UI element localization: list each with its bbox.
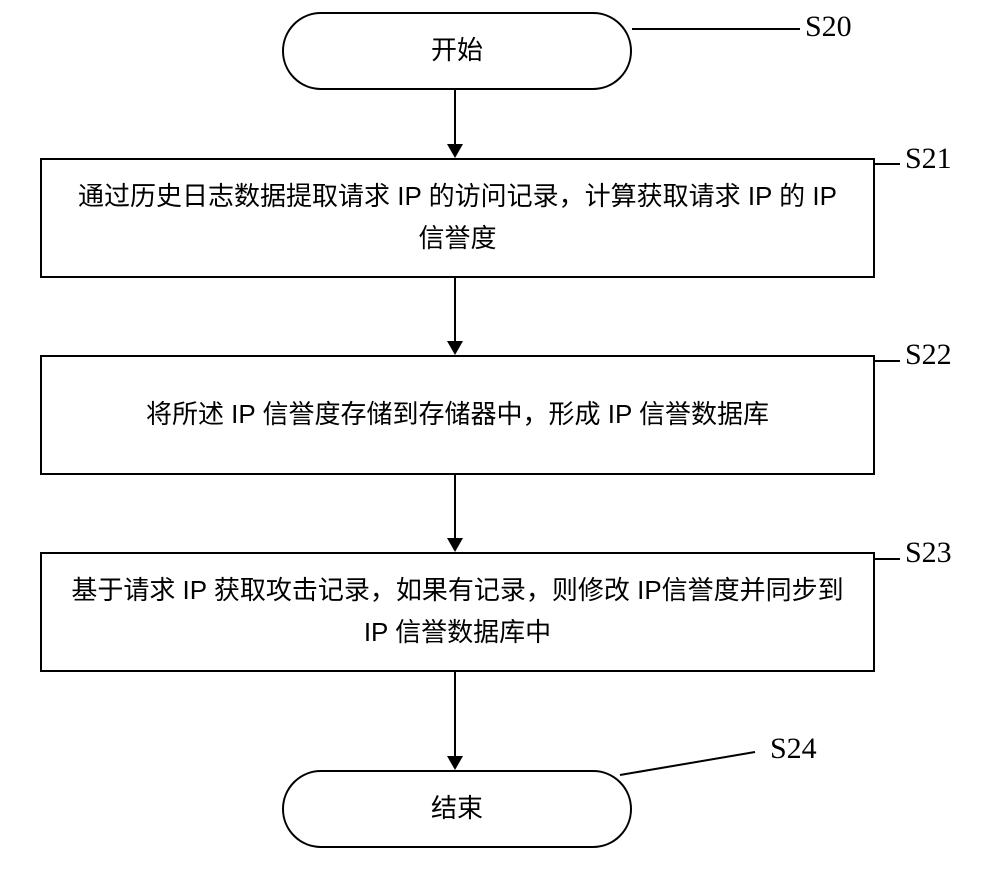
node-text-s22: 将所述 IP 信誉度存储到存储器中，形成 IP 信誉数据库	[126, 384, 789, 446]
node-text-end: 结束	[411, 778, 503, 840]
arrow-2	[454, 278, 456, 341]
leader-line-s21	[875, 163, 900, 165]
label-s21: S21	[905, 142, 952, 176]
arrow-4	[454, 672, 456, 756]
node-text-s23: 基于请求 IP 获取攻击记录，如果有记录，则修改 IP信誉度并同步到 IP 信誉…	[42, 560, 873, 663]
node-text-s21: 通过历史日志数据提取请求 IP 的访问记录，计算获取请求 IP 的 IP 信誉度	[42, 166, 873, 269]
arrow-head-3	[447, 538, 463, 552]
flowchart-container: 开始 S20 通过历史日志数据提取请求 IP 的访问记录，计算获取请求 IP 的…	[0, 0, 1000, 876]
leader-line-s22	[875, 360, 900, 362]
leader-line-s23	[875, 558, 900, 560]
process-s21: 通过历史日志数据提取请求 IP 的访问记录，计算获取请求 IP 的 IP 信誉度	[40, 158, 875, 278]
terminal-start: 开始	[282, 12, 632, 90]
arrow-1	[454, 90, 456, 144]
label-s20: S20	[805, 10, 852, 44]
terminal-end: 结束	[282, 770, 632, 848]
arrow-head-4	[447, 756, 463, 770]
arrow-3	[454, 475, 456, 538]
leader-line-s20	[632, 28, 800, 30]
arrow-head-2	[447, 341, 463, 355]
label-s23: S23	[905, 536, 952, 570]
arrow-head-1	[447, 144, 463, 158]
label-s24: S24	[770, 732, 817, 766]
process-s23: 基于请求 IP 获取攻击记录，如果有记录，则修改 IP信誉度并同步到 IP 信誉…	[40, 552, 875, 672]
node-text-start: 开始	[411, 20, 503, 82]
label-s22: S22	[905, 338, 952, 372]
process-s22: 将所述 IP 信誉度存储到存储器中，形成 IP 信誉数据库	[40, 355, 875, 475]
